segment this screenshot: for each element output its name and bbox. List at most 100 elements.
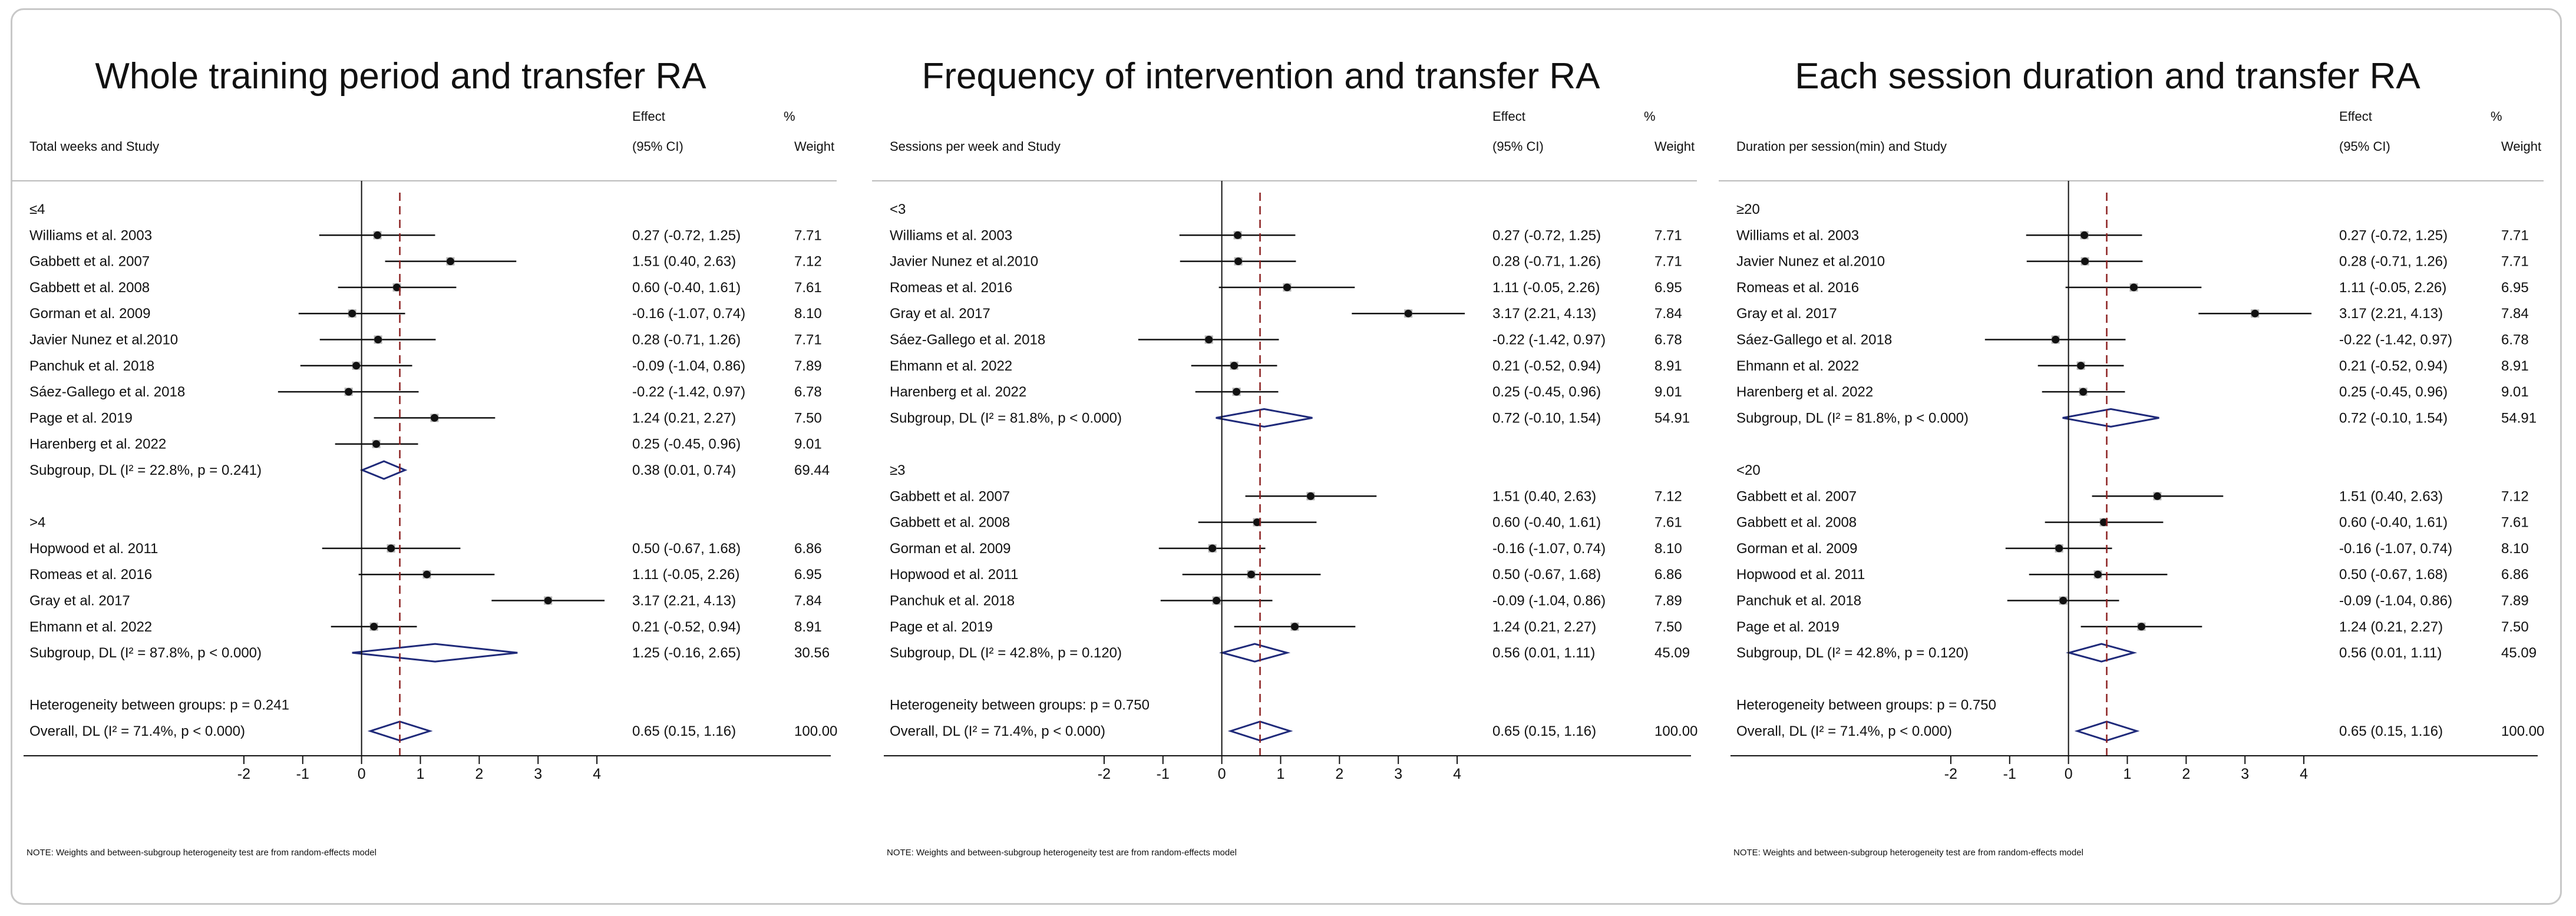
study-weight: 6.78 [2501,332,2529,348]
study-effect-ci: 1.24 (0.21, 2.27) [1492,619,1596,635]
study-point [1283,283,1291,292]
study-effect-ci: 0.21 (-0.52, 0.94) [632,619,741,635]
subgroup-label: Subgroup, DL (I² = 81.8%, p < 0.000) [890,410,1122,426]
study-effect-ci: 3.17 (2.21, 4.13) [1492,306,1596,322]
study-effect-ci: -0.22 (-1.42, 0.97) [632,384,745,400]
subgroup-weight: 45.09 [2501,645,2537,661]
study-name: Ehmann et al. 2022 [29,619,152,635]
study-weight: 6.86 [2501,567,2529,583]
study-name: Gabbett et al. 2008 [29,280,150,296]
study-point [2059,597,2068,604]
study-weight: 7.71 [2501,227,2529,243]
study-point [1404,309,1412,318]
study-weight: 7.61 [794,280,822,296]
study-weight: 7.84 [1654,306,1682,322]
study-point [2100,518,2108,527]
study-name: Panchuk et al. 2018 [1736,593,1861,609]
study-effect-ci: 0.25 (-0.45, 0.96) [632,436,741,452]
study-weight: 7.89 [794,358,822,374]
overall-weight: 100.00 [1654,723,1697,739]
header-percent: % [1644,109,1656,124]
subgroup-label: Subgroup, DL (I² = 22.8%, p = 0.241) [29,462,262,478]
panel-note: NOTE: Weights and between-subgroup heter… [27,848,377,858]
study-effect-ci: 0.60 (-0.40, 1.61) [2339,515,2448,531]
study-weight: 7.50 [1654,619,1682,635]
forest-panel-1: Whole training period and transfer RA Eff… [12,56,837,858]
overall-diamond [367,720,433,742]
study-name: Page et al. 2019 [1736,619,1839,635]
study-point [544,597,552,604]
study-name: Sáez-Gallego et al. 2018 [1736,332,1892,348]
study-weight: 8.10 [794,306,822,322]
study-point [374,336,382,343]
study-name: Gabbett et al. 2007 [29,254,150,270]
header-weight: Weight [794,139,834,154]
study-name: Romeas et al. 2016 [890,280,1012,296]
study-weight: 8.91 [2501,358,2529,374]
study-effect-ci: 0.60 (-0.40, 1.61) [632,280,741,296]
x-tick-label: 4 [593,766,601,782]
study-point [1253,518,1261,527]
study-weight: 7.71 [1654,227,1682,243]
study-effect-ci: 0.27 (-0.72, 1.25) [1492,227,1601,243]
panel-title: Each session duration and transfer RA [1795,56,2420,97]
study-name: Williams et al. 2003 [890,227,1012,243]
subgroup-effect-ci: 0.72 (-0.10, 1.54) [2339,410,2448,426]
subgroup-effect-ci: 0.38 (0.01, 0.74) [632,462,736,478]
subgroup-diamond [2065,643,2138,663]
study-effect-ci: 1.51 (0.40, 2.63) [1492,488,1596,504]
panel-title: Whole training period and transfer RA [95,56,706,97]
heterogeneity-text: Heterogeneity between groups: p = 0.750 [1736,697,1996,713]
overall-label: Overall, DL (I² = 71.4%, p < 0.000) [890,723,1105,739]
study-name: Hopwood et al. 2011 [890,567,1018,583]
overall-weight: 100.00 [2501,723,2544,739]
study-name: Gabbett et al. 2008 [890,515,1010,531]
x-tick-label: -2 [1944,766,1957,782]
study-name: Gabbett et al. 2007 [890,488,1010,504]
study-name: Williams et al. 2003 [29,227,152,243]
study-effect-ci: 1.11 (-0.05, 2.26) [1492,280,1600,296]
study-effect-ci: 0.21 (-0.52, 0.94) [1492,358,1601,374]
study-weight: 8.10 [1654,541,1682,557]
study-name: Harenberg et al. 2022 [29,436,166,452]
x-tick-label: -1 [2003,766,2016,782]
study-weight: 7.12 [794,254,822,270]
subgroup-weight: 54.91 [2501,410,2537,426]
x-tick-label: 3 [2241,766,2249,782]
header-effect: Effect [1492,109,1525,124]
overall-effect-ci: 0.65 (0.15, 1.16) [1492,723,1596,739]
study-weight: 7.61 [1654,515,1682,531]
study-weight: 7.12 [2501,488,2529,504]
group-label: >4 [29,515,45,531]
study-name: Panchuk et al. 2018 [29,358,154,374]
study-name: Gray et al. 2017 [890,306,990,322]
study-effect-ci: 0.25 (-0.45, 0.96) [1492,384,1601,400]
x-tick-label: 2 [475,766,483,782]
study-effect-ci: -0.22 (-1.42, 0.97) [2339,332,2452,348]
study-name: Javier Nunez et al.2010 [890,254,1038,270]
subgroup-label: Subgroup, DL (I² = 81.8%, p < 0.000) [1736,410,1969,426]
study-point [1290,623,1299,631]
study-point [370,623,378,631]
header-effect: Effect [2339,109,2372,124]
x-tick-label: 2 [2182,766,2190,782]
study-effect-ci: 0.60 (-0.40, 1.61) [1492,515,1601,531]
x-tick-label: 1 [1277,766,1285,782]
x-tick-label: 3 [1394,766,1402,782]
overall-weight: 100.00 [794,723,837,739]
study-point [393,283,401,292]
x-tick-label: 0 [1218,766,1226,782]
study-weight: 6.78 [794,384,822,400]
study-name: Gabbett et al. 2007 [1736,488,1857,504]
study-effect-ci: -0.16 (-1.07, 0.74) [1492,541,1606,557]
study-point [1234,257,1243,266]
header-effect: Effect [632,109,665,124]
study-effect-ci: 0.28 (-0.71, 1.26) [1492,254,1601,270]
subgroup-label: Subgroup, DL (I² = 87.8%, p < 0.000) [29,645,262,661]
study-point [2055,544,2063,553]
study-point [2081,257,2089,266]
x-tick-label: 0 [358,766,366,782]
study-point [1233,388,1241,396]
